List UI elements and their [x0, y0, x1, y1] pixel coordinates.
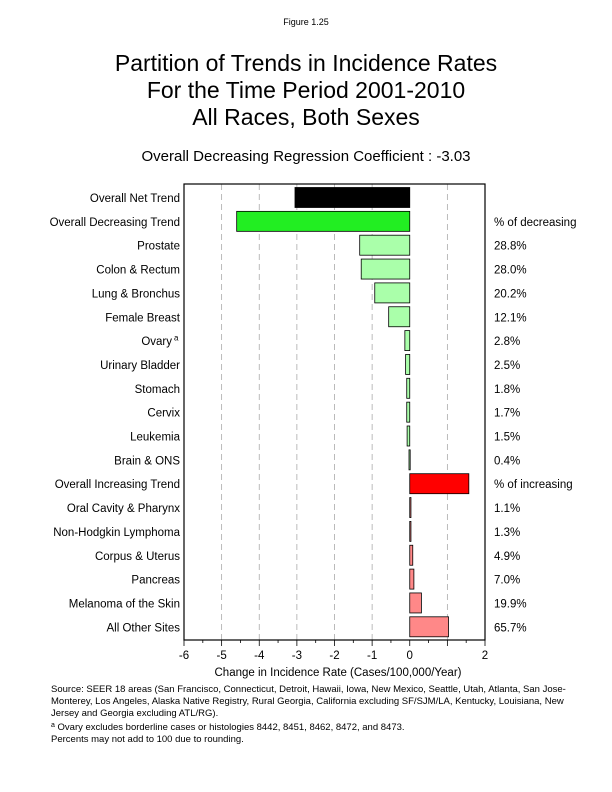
title-line-2: For the Time Period 2001-2010	[146, 77, 466, 103]
category-label: Female Breast	[105, 312, 181, 324]
percent-label: % of decreasing	[494, 217, 576, 229]
bar	[406, 377, 411, 399]
x-tick-label: -3	[292, 650, 302, 662]
category-label: Non-Hodgkin Lymphoma	[53, 527, 180, 539]
category-label: Oral Cavity & Pharynx	[67, 503, 180, 515]
category-footnote-mark: a	[174, 334, 179, 343]
bar	[359, 234, 411, 256]
percent-label: 28.0%	[494, 265, 527, 277]
bar	[409, 568, 415, 590]
title-line-1: Partition of Trends in Incidence Rates	[114, 50, 498, 76]
ovary-note-mark: a	[51, 722, 55, 729]
percent-label: 1.7%	[494, 408, 520, 420]
bar	[294, 187, 411, 208]
percent-label: 12.1%	[494, 312, 527, 324]
percent-label: 1.5%	[494, 432, 520, 444]
trend-bar-chart: Overall Net Trend Overall Decreasing Tren…	[50, 183, 576, 679]
bar	[404, 330, 411, 352]
x-tick-label: -4	[254, 650, 265, 662]
category-label: Overall Decreasing Trend	[50, 217, 180, 229]
bar	[360, 258, 411, 280]
plot-frame	[183, 183, 486, 641]
category-label: Pancreas	[131, 575, 180, 587]
bar	[409, 592, 422, 614]
chart-subtitle: Overall Decreasing Regression Coefficien…	[141, 148, 471, 165]
category-label: Ovary	[141, 336, 172, 348]
category-label: All Other Sites	[107, 622, 181, 634]
percent-label: 20.2%	[494, 288, 527, 300]
bar	[409, 544, 414, 566]
ovary-note: a Ovary excludes borderline cases or his…	[51, 720, 571, 734]
x-tick-label: -1	[367, 650, 377, 662]
percent-label: 4.9%	[494, 551, 520, 563]
x-tick-label: -6	[179, 650, 189, 662]
percent-label: % of increasing	[494, 479, 573, 491]
percent-label: 28.8%	[494, 241, 527, 253]
bar	[236, 210, 411, 232]
category-label: Overall Net Trend	[90, 193, 180, 205]
title-line-3: All Races, Both Sexes	[192, 104, 420, 130]
bar	[409, 497, 412, 518]
bar	[409, 521, 412, 542]
category-label: Stomach	[135, 384, 180, 396]
category-label: Brain & ONS	[114, 455, 180, 467]
bar	[374, 282, 411, 304]
percent-label: 1.3%	[494, 527, 520, 539]
category-label: Colon & Rectum	[96, 265, 180, 277]
x-axis-title: Change in Incidence Rate (Cases/100,000/…	[215, 667, 462, 679]
x-tick-label: -2	[329, 650, 339, 662]
percent-label: 0.4%	[494, 455, 520, 467]
source-note: Source: SEER 18 areas (San Francisco, Co…	[51, 684, 566, 719]
category-label: Corpus & Uterus	[95, 551, 180, 563]
category-label: Lung & Bronchus	[92, 288, 180, 300]
bar	[409, 616, 449, 638]
rounding-note: Percents may not add to 100 due to round…	[51, 734, 244, 745]
percent-label: 1.8%	[494, 384, 520, 396]
bar	[408, 449, 411, 471]
x-tick-label: 2	[482, 650, 488, 662]
figure-label: Figure 1.25	[283, 17, 329, 27]
category-label: Prostate	[137, 241, 180, 253]
percent-label: 2.8%	[494, 336, 520, 348]
ovary-note-text: Ovary excludes borderline cases or histo…	[57, 722, 405, 733]
bar	[409, 473, 470, 495]
x-tick-label: -5	[217, 650, 227, 662]
percent-label: 65.7%	[494, 622, 527, 634]
percent-label: 1.1%	[494, 503, 520, 515]
percent-label: 2.5%	[494, 360, 520, 372]
category-label: Overall Increasing Trend	[55, 479, 180, 491]
percent-label: 7.0%	[494, 575, 520, 587]
category-label: Melanoma of the Skin	[69, 598, 180, 610]
chart-title: Partition of Trends in Incidence Rates F…	[0, 50, 612, 131]
bar	[406, 425, 411, 447]
bar	[406, 401, 411, 423]
bar	[405, 354, 411, 375]
category-label: Leukemia	[130, 432, 180, 444]
bar	[388, 306, 411, 328]
footnotes: Source: SEER 18 areas (San Francisco, Co…	[51, 684, 571, 746]
category-label: Cervix	[147, 408, 180, 420]
category-label: Urinary Bladder	[100, 360, 180, 372]
percent-label: 19.9%	[494, 598, 527, 610]
x-tick-label: 0	[407, 650, 413, 662]
